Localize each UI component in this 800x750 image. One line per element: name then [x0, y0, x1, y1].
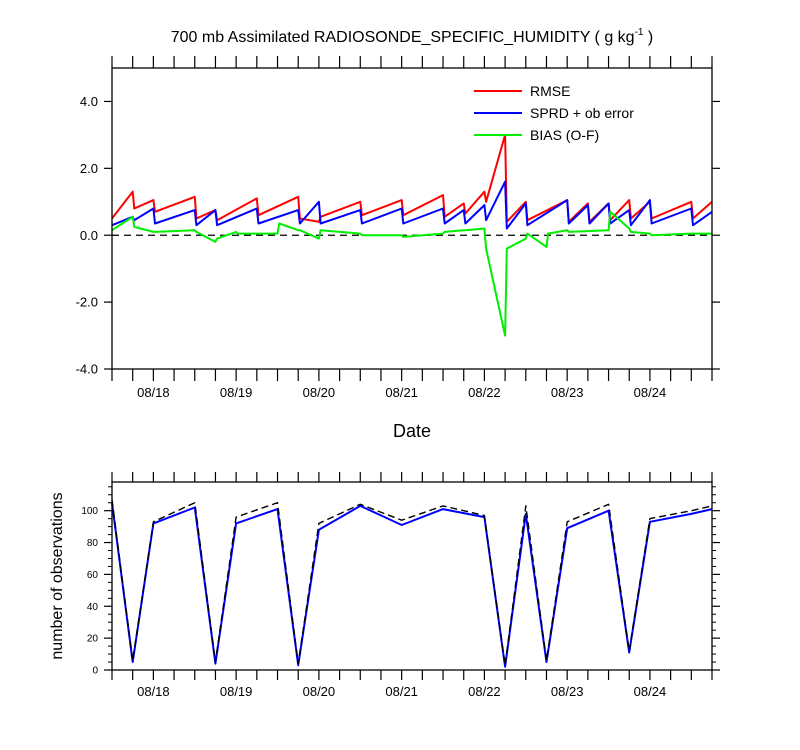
x-tick-label: 08/23 — [551, 385, 584, 400]
x-tick-label: 08/18 — [137, 385, 170, 400]
y-axis-label: number of observations — [49, 492, 66, 659]
x-tick-label: 08/21 — [385, 684, 418, 699]
y-tick-label: -2.0 — [76, 295, 98, 310]
legend-label-1: RMSE — [530, 83, 570, 99]
y-tick-label: 0 — [92, 666, 98, 677]
x-tick-label: 08/24 — [634, 385, 667, 400]
x-axis-label: Date — [393, 421, 431, 441]
x-tick-label: 08/22 — [468, 385, 501, 400]
series-line-2 — [111, 499, 713, 666]
x-tick-label: 08/18 — [137, 684, 170, 699]
x-tick-label: 08/22 — [468, 684, 501, 699]
series-line-1 — [111, 133, 713, 223]
x-tick-label: 08/24 — [634, 684, 667, 699]
x-tick-label: 08/19 — [220, 684, 253, 699]
legend-label-3: BIAS (O-F) — [530, 127, 599, 143]
x-tick-label: 08/20 — [303, 684, 336, 699]
series-line-2 — [111, 180, 713, 230]
x-tick-label: 08/19 — [220, 385, 253, 400]
x-tick-label: 08/20 — [303, 385, 336, 400]
y-tick-label: 4.0 — [80, 94, 98, 109]
series-line-3 — [111, 210, 712, 337]
y-tick-label: 0.0 — [80, 228, 98, 243]
y-tick-label: -4.0 — [76, 362, 98, 377]
plot-frame — [111, 67, 713, 370]
y-tick-label: 100 — [81, 506, 98, 517]
y-tick-label: 20 — [87, 634, 99, 645]
chart-title: 700 mb Assimilated RADIOSONDE_SPECIFIC_H… — [171, 27, 654, 46]
y-tick-label: 60 — [87, 570, 99, 581]
statistics-panel: 08/18 08/19 08/20 08/21 08/22 08/23 08/24 4.0 2.… — [76, 56, 720, 441]
legend-label-2: SPRD + ob error — [530, 105, 634, 121]
observations-panel: 08/18 08/19 08/20 08/21 08/22 08/23 08/24 0 20 40… — [49, 472, 720, 699]
x-tick-label: 08/21 — [385, 385, 418, 400]
y-tick-label: 40 — [87, 602, 99, 613]
series-line-1 — [111, 502, 713, 668]
x-tick-label: 08/23 — [551, 684, 584, 699]
y-tick-label: 80 — [87, 538, 99, 549]
plot-frame — [111, 481, 713, 671]
y-tick-label: 2.0 — [80, 161, 98, 176]
